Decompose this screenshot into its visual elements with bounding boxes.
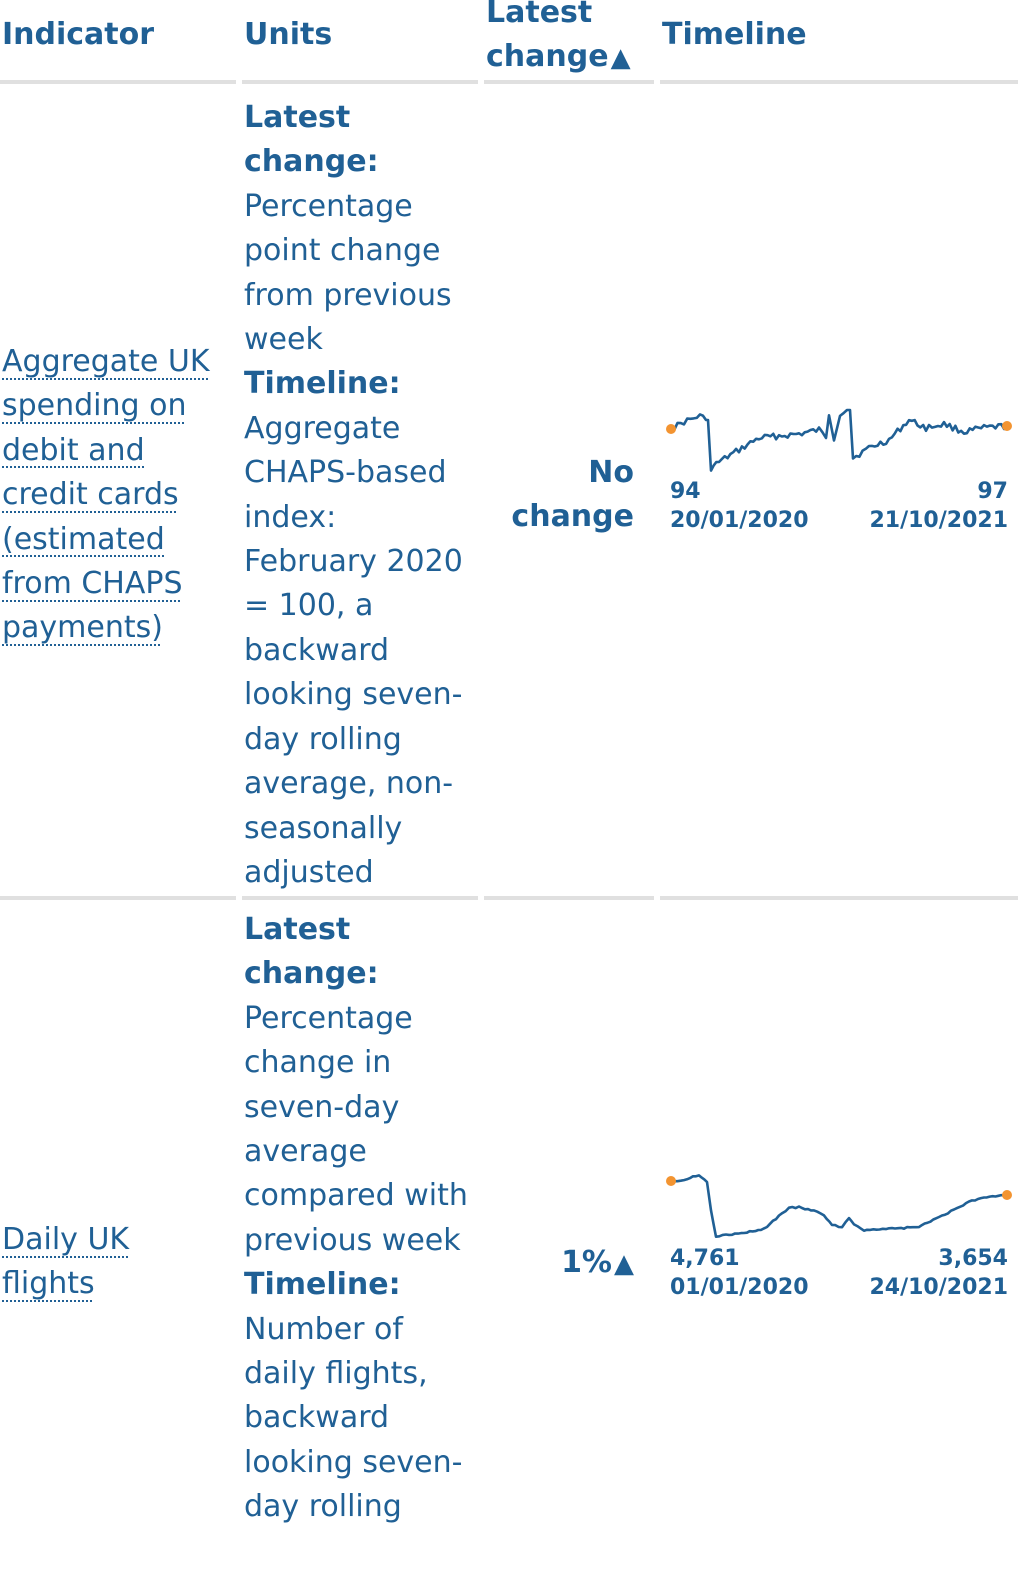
header-latest-change-line2: change	[486, 39, 609, 74]
timeline-start-date: 20/01/2020	[670, 508, 809, 533]
units-timeline-text: Number of daily flights, backward lookin…	[244, 1311, 463, 1525]
timeline-start-card-spending: 94 20/01/2020	[670, 477, 809, 535]
header-rule	[660, 80, 1018, 84]
sparkline-start-point	[666, 424, 676, 434]
sparkline-end-point	[1002, 1190, 1012, 1200]
units-daily-flights: Latest change: Percentage change in seve…	[244, 908, 470, 1530]
indicator-link-card-spending[interactable]: Aggregate UK spending on debit and credi…	[2, 344, 210, 646]
indicator-link-daily-flights[interactable]: Daily UK flights	[2, 1222, 130, 1302]
units-card-spending: Latest change: Percentage point change f…	[244, 96, 470, 895]
timeline-end-date: 21/10/2021	[869, 508, 1008, 533]
header-indicator: Indicator	[2, 17, 155, 52]
units-timeline-label: Timeline:	[244, 1267, 401, 1303]
sparkline-daily-flights	[666, 1174, 1012, 1238]
sparkline-line	[669, 1174, 1009, 1238]
increase-arrow-icon: ▲	[614, 1249, 634, 1279]
header-timeline: Timeline	[662, 17, 807, 52]
header-units: Units	[244, 17, 333, 52]
timeline-start-value: 4,761	[670, 1246, 740, 1271]
header-rule	[0, 80, 236, 84]
timeline-end-value: 3,654	[938, 1246, 1008, 1271]
units-timeline-text: Aggregate CHAPS-based index: February 20…	[244, 410, 463, 890]
timeline-end-value: 97	[977, 479, 1008, 504]
header-rule	[242, 80, 478, 84]
timeline-end-card-spending: 97 21/10/2021	[869, 477, 1008, 535]
sort-ascending-icon: ▲	[610, 43, 631, 73]
units-timeline-label: Timeline:	[244, 366, 401, 402]
timeline-end-date: 24/10/2021	[869, 1275, 1008, 1300]
units-latest-change-text: Percentage point change from previous we…	[244, 188, 452, 358]
header-latest-change-line1: Latest	[486, 0, 593, 30]
row-rule	[242, 896, 478, 900]
latest-change-card-spending: No change	[511, 455, 634, 534]
units-latest-change-label: Latest change:	[244, 100, 379, 180]
timeline-start-date: 01/01/2020	[670, 1275, 809, 1300]
latest-change-value: 1%	[561, 1245, 612, 1280]
latest-change-daily-flights: 1%▲	[494, 1241, 634, 1286]
row-rule	[0, 896, 236, 900]
sparkline-end-point	[1002, 421, 1012, 431]
sparkline-card-spending	[666, 408, 1012, 472]
row-rule	[484, 896, 654, 900]
timeline-end-daily-flights: 3,654 24/10/2021	[869, 1244, 1008, 1302]
units-latest-change-text: Percentage change in seven-day average c…	[244, 1000, 468, 1258]
header-latest-change[interactable]: Latest change▲	[486, 0, 631, 80]
sparkline-line	[669, 408, 1009, 472]
timeline-start-daily-flights: 4,761 01/01/2020	[670, 1244, 809, 1302]
timeline-start-value: 94	[670, 479, 701, 504]
units-latest-change-label: Latest change:	[244, 912, 379, 992]
row-rule	[660, 896, 1018, 900]
header-rule	[484, 80, 654, 84]
sparkline-start-point	[666, 1176, 676, 1186]
